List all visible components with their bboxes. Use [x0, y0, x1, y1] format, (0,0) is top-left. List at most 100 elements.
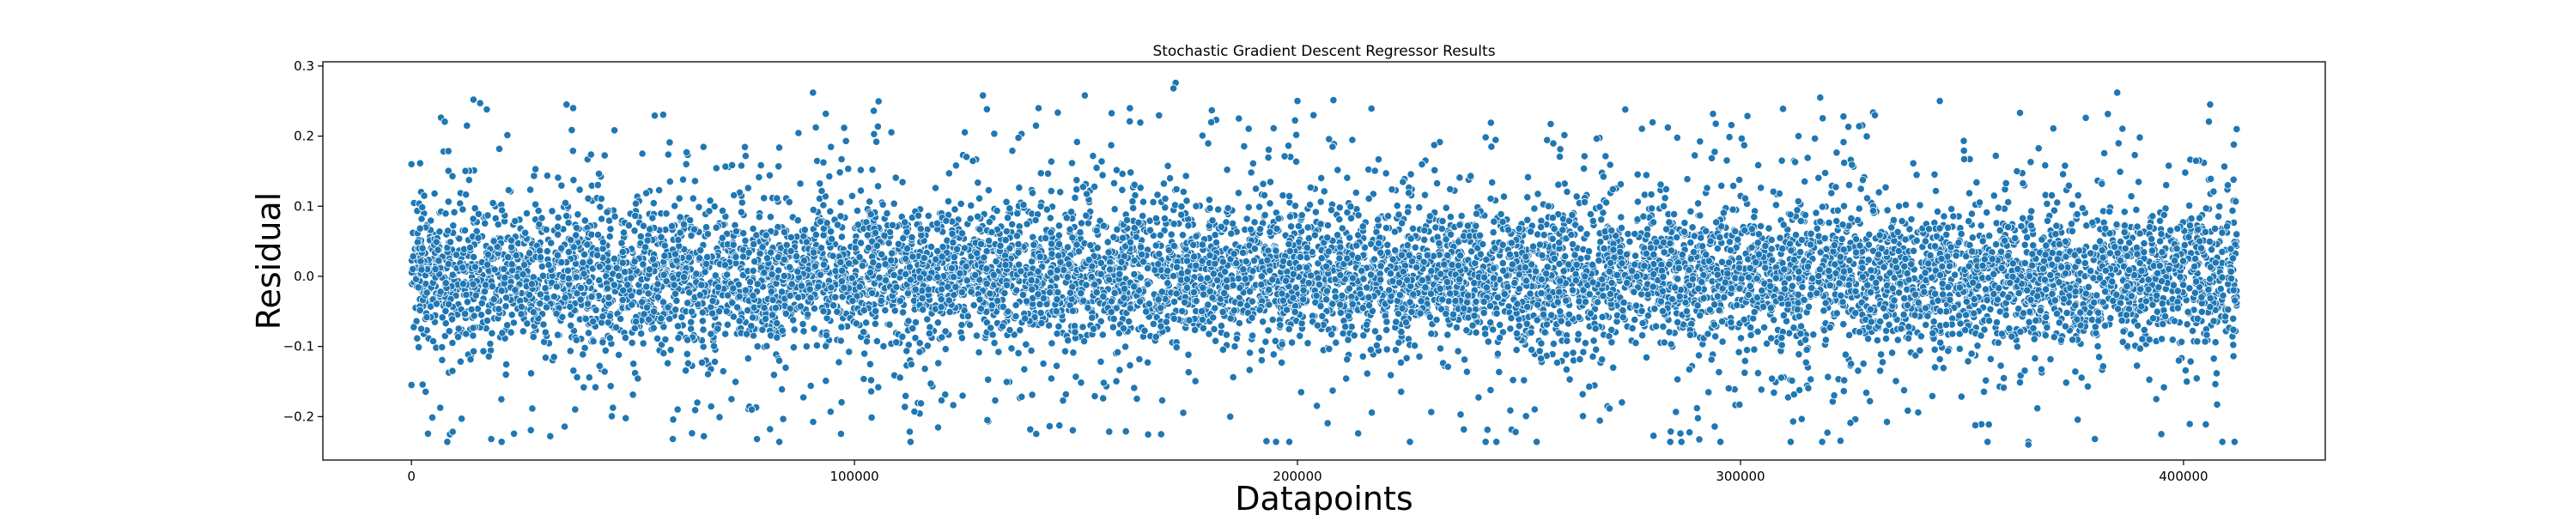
- data-point: [872, 137, 881, 146]
- data-point: [888, 221, 897, 229]
- data-point: [699, 342, 708, 351]
- data-point: [1707, 154, 1716, 162]
- data-point: [1456, 410, 1465, 419]
- data-point: [699, 325, 708, 334]
- data-point: [1072, 185, 1081, 194]
- data-point: [1984, 438, 1992, 446]
- data-point: [531, 200, 540, 209]
- data-point: [789, 343, 799, 352]
- data-point: [509, 429, 519, 438]
- data-point: [837, 154, 846, 164]
- data-point: [489, 199, 497, 208]
- data-point: [779, 415, 787, 423]
- data-point: [444, 147, 453, 155]
- data-point: [1666, 438, 1674, 446]
- data-point: [466, 355, 475, 364]
- data-point: [1617, 213, 1625, 221]
- data-point: [802, 342, 811, 351]
- data-point: [769, 371, 779, 379]
- data-point: [910, 407, 919, 416]
- data-point: [866, 387, 876, 396]
- data-point: [1691, 151, 1699, 160]
- data-point: [1161, 203, 1170, 212]
- data-point: [689, 194, 697, 203]
- data-point: [1930, 170, 1939, 179]
- data-point: [1352, 188, 1360, 197]
- data-point: [1965, 189, 1974, 197]
- data-point: [990, 130, 999, 138]
- data-point: [1269, 350, 1278, 359]
- data-point: [2120, 221, 2129, 230]
- data-point: [2015, 378, 2025, 387]
- data-point: [1986, 354, 1995, 363]
- data-point: [692, 270, 701, 278]
- data-point: [484, 307, 493, 316]
- data-point: [1839, 112, 1848, 121]
- data-point: [1741, 368, 1749, 377]
- data-point: [1647, 191, 1656, 199]
- data-point: [488, 329, 496, 337]
- data-point: [1179, 187, 1188, 197]
- data-point: [1063, 273, 1072, 282]
- data-point: [1178, 306, 1187, 316]
- data-point: [2183, 377, 2191, 386]
- data-point: [794, 129, 803, 137]
- data-point: [1511, 427, 1520, 436]
- data-point: [2105, 229, 2114, 238]
- data-point: [1794, 132, 1803, 141]
- data-point: [1686, 428, 1694, 437]
- data-point: [866, 197, 874, 206]
- data-point: [2229, 341, 2238, 349]
- data-point: [2127, 192, 2136, 201]
- data-point: [1257, 346, 1267, 355]
- data-point: [2091, 243, 2099, 251]
- data-point: [1639, 212, 1648, 221]
- data-point: [1328, 300, 1337, 308]
- data-point: [873, 182, 883, 191]
- data-point: [1735, 175, 1744, 185]
- data-point: [1105, 427, 1114, 436]
- data-point: [1242, 215, 1251, 223]
- data-point: [1467, 247, 1476, 256]
- data-point: [1178, 231, 1188, 239]
- data-point: [1292, 157, 1301, 166]
- data-point: [1499, 192, 1509, 201]
- data-point: [560, 422, 569, 431]
- data-point: [2026, 158, 2035, 167]
- data-point: [605, 216, 614, 225]
- data-point: [819, 158, 828, 167]
- data-point: [1047, 187, 1055, 196]
- data-point: [507, 311, 516, 319]
- data-point: [428, 413, 437, 421]
- data-point: [436, 403, 445, 412]
- data-point: [1397, 387, 1406, 396]
- data-point: [1126, 361, 1134, 370]
- data-point: [2033, 404, 2042, 413]
- data-point: [796, 179, 805, 188]
- data-point: [453, 332, 463, 342]
- data-point: [1812, 209, 1820, 217]
- data-point: [1338, 224, 1346, 233]
- data-point: [738, 198, 746, 207]
- data-point: [1027, 346, 1036, 355]
- data-point: [1686, 238, 1695, 247]
- data-point: [1844, 181, 1854, 190]
- data-point: [740, 142, 750, 151]
- data-point: [543, 247, 552, 256]
- data-point: [2215, 203, 2224, 211]
- data-point: [1979, 387, 1989, 396]
- data-point: [1735, 348, 1743, 356]
- data-point: [1821, 168, 1830, 178]
- data-point: [872, 336, 882, 346]
- data-point: [1109, 179, 1119, 187]
- data-point: [1709, 110, 1717, 118]
- data-point: [671, 202, 679, 210]
- data-point: [1540, 231, 1548, 239]
- data-point: [1624, 229, 1632, 239]
- data-point: [444, 167, 453, 175]
- data-point: [621, 333, 630, 342]
- data-point: [2218, 438, 2227, 446]
- data-point: [669, 415, 677, 424]
- data-point: [817, 186, 826, 196]
- data-point: [1549, 339, 1558, 348]
